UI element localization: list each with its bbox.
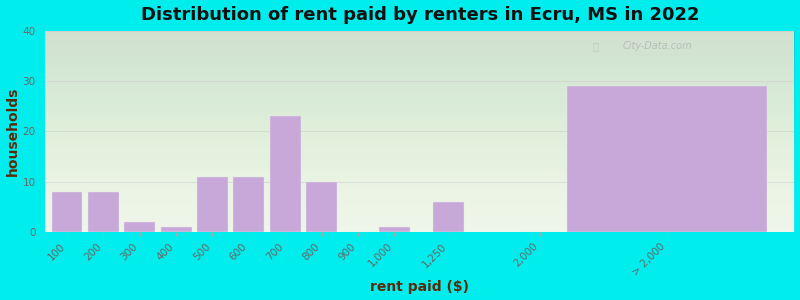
Text: 🌐: 🌐 — [592, 41, 598, 51]
Title: Distribution of rent paid by renters in Ecru, MS in 2022: Distribution of rent paid by renters in … — [141, 6, 699, 24]
Y-axis label: households: households — [6, 87, 19, 176]
Bar — [306, 182, 337, 232]
Bar — [379, 227, 410, 232]
Text: City-Data.com: City-Data.com — [622, 41, 692, 51]
X-axis label: rent paid ($): rent paid ($) — [370, 280, 470, 294]
Bar — [51, 192, 82, 232]
Bar — [197, 177, 228, 232]
Bar — [270, 116, 301, 232]
Bar — [88, 192, 119, 232]
Bar — [161, 227, 191, 232]
Bar — [234, 177, 264, 232]
Bar — [434, 202, 464, 232]
Bar — [124, 222, 155, 232]
Bar — [567, 86, 767, 232]
